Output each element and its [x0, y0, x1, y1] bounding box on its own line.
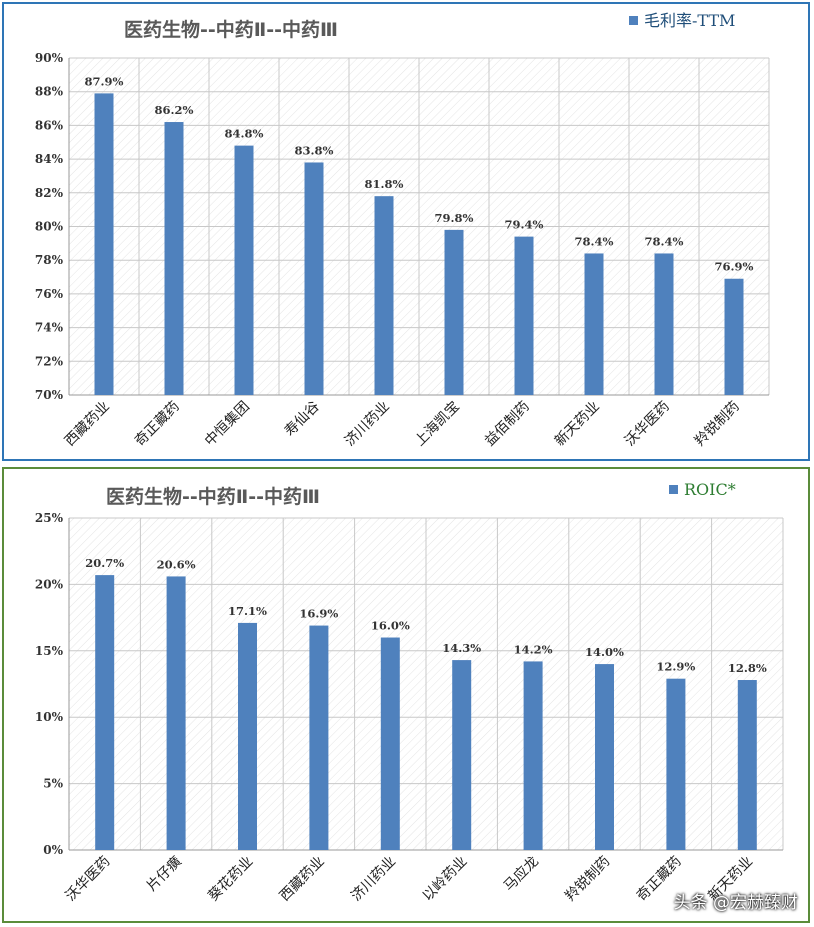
x-tick-label: 片仔癀 [143, 853, 185, 895]
data-label: 78.4% [645, 234, 684, 248]
legend-swatch [669, 485, 678, 494]
y-tick-label: 90% [35, 51, 64, 65]
y-tick-label: 86% [35, 118, 64, 132]
x-tick-label: 寿仙谷 [281, 398, 323, 440]
y-tick-label: 80% [35, 220, 64, 234]
data-label: 87.9% [85, 74, 124, 88]
y-tick-label: 0% [43, 843, 63, 857]
data-label: 20.7% [85, 556, 124, 570]
bar [523, 661, 543, 850]
bar [95, 575, 115, 850]
bar [452, 660, 472, 850]
bar [380, 637, 400, 850]
legend-label: 毛利率-TTM [644, 11, 735, 30]
data-label: 14.0% [585, 645, 624, 659]
x-tick-label: 以岭药业 [420, 854, 471, 905]
bar [166, 576, 186, 850]
y-tick-label: 84% [35, 152, 64, 166]
bar [374, 196, 394, 395]
bar [666, 678, 686, 850]
data-label: 84.8% [225, 127, 264, 141]
y-tick-label: 72% [35, 354, 64, 368]
data-label: 16.9% [299, 607, 338, 621]
data-label: 14.3% [442, 641, 481, 655]
data-label: 14.2% [514, 642, 553, 656]
data-label: 83.8% [295, 143, 334, 157]
x-tick-label: 奇正藏药 [131, 398, 183, 450]
x-tick-label: 新天药业 [552, 399, 603, 450]
y-tick-label: 74% [35, 321, 64, 335]
chart-title: 医药生物--中药Ⅱ--中药Ⅲ [124, 18, 338, 41]
bar [514, 236, 534, 395]
data-label: 17.1% [228, 604, 267, 618]
x-tick-label: 中恒集团 [201, 398, 253, 450]
x-tick-label: 济川药业 [348, 854, 399, 905]
data-label: 12.9% [656, 660, 695, 674]
legend-label: ROIC* [684, 480, 736, 499]
y-tick-label: 76% [35, 287, 64, 301]
data-label: 12.8% [728, 661, 767, 675]
x-tick-label: 沃华医药 [63, 854, 114, 905]
bar [94, 93, 114, 395]
bar [444, 229, 464, 395]
x-tick-label: 上海凯宝 [412, 399, 463, 450]
data-label: 81.8% [365, 177, 404, 191]
roic-chart: 0% 5% 10% 15% 20% 25% 20.7% 沃华医药 20.6% 片仔癀 17.1% 葵花… [35, 480, 784, 905]
data-label: 76.9% [715, 260, 754, 274]
data-label: 79.8% [435, 211, 474, 225]
bar [584, 253, 604, 395]
x-tick-label: 羚锐制药 [692, 399, 743, 450]
x-tick-label: 沃华医药 [622, 399, 673, 450]
bar [234, 145, 254, 395]
y-tick-label: 88% [35, 85, 64, 99]
data-label: 79.4% [505, 218, 544, 232]
y-tick-label: 82% [35, 186, 64, 200]
y-tick-label: 70% [35, 388, 64, 402]
x-tick-label: 马应龙 [500, 853, 542, 895]
bar [304, 162, 324, 395]
data-label: 78.4% [575, 234, 614, 248]
chart-title: 医药生物--中药Ⅱ--中药Ⅲ [106, 485, 320, 508]
x-tick-label: 济川药业 [342, 399, 393, 450]
x-tick-label: 益佰制药 [482, 399, 533, 450]
y-tick-label: 5% [43, 777, 63, 791]
y-tick-label: 15% [35, 644, 64, 658]
y-tick-label: 78% [35, 253, 64, 267]
legend-swatch [629, 16, 638, 25]
data-label: 20.6% [157, 557, 196, 571]
data-label: 16.0% [371, 619, 410, 633]
y-tick-label: 10% [35, 710, 64, 724]
x-tick-label: 羚锐制药 [562, 854, 613, 905]
bar [737, 680, 757, 850]
bar [238, 622, 257, 850]
x-tick-label: 西藏药业 [277, 854, 328, 905]
data-label: 86.2% [155, 103, 194, 117]
gross-margin-chart: 70% 72% 74% 76% 78% 80% 82% 84% 86% 88% 90% 87.9% 西藏… [35, 11, 770, 450]
x-tick-label: 西藏药业 [62, 399, 113, 450]
watermark-text: 头条 @宏赫臻财 [673, 893, 798, 913]
bar [164, 122, 184, 395]
bar [595, 664, 614, 850]
y-tick-label: 25% [35, 511, 64, 525]
y-tick-label: 20% [35, 577, 64, 591]
x-tick-label: 葵花药业 [205, 854, 256, 905]
bar [309, 625, 329, 850]
bar [654, 253, 674, 395]
gross-margin-chart-panel: 70% 72% 74% 76% 78% 80% 82% 84% 86% 88% 90% 87.9% 西藏… [2, 2, 810, 461]
roic-chart-panel: 0% 5% 10% 15% 20% 25% 20.7% 沃华医药 20.6% 片仔癀 17.1% 葵花… [2, 467, 810, 923]
bar [724, 278, 744, 395]
